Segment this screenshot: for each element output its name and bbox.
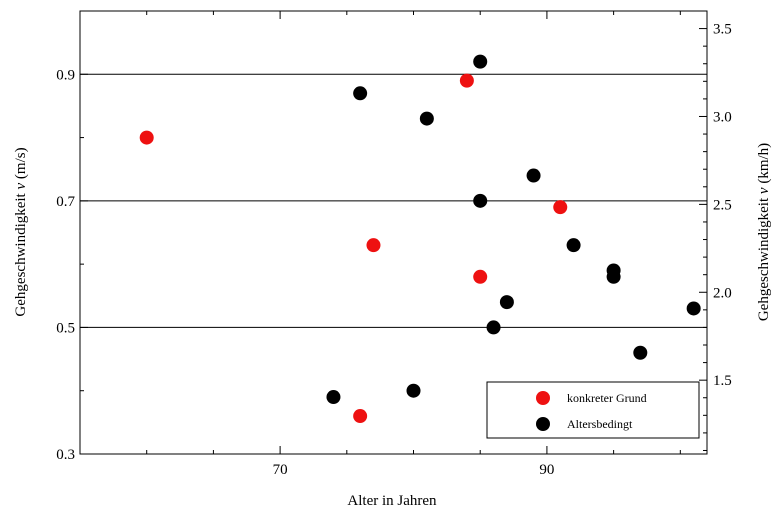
legend-label-konkreter-grund: konkreter Grund xyxy=(567,391,647,405)
data-point-altersbedingt xyxy=(499,295,514,310)
data-point-altersbedingt xyxy=(419,111,434,126)
data-point-altersbedingt xyxy=(473,193,488,208)
plot-frame xyxy=(79,10,708,455)
y2-tick-label: 3.0 xyxy=(713,109,732,125)
data-point-konkreter-grund xyxy=(353,409,368,424)
data-point-altersbedingt xyxy=(566,238,581,253)
data-point-altersbedingt xyxy=(526,168,541,183)
data-point-konkreter-grund xyxy=(366,238,381,253)
y-tick-label: 0.7 xyxy=(56,194,75,210)
data-point-konkreter-grund xyxy=(139,130,154,145)
x-tick-label: 90 xyxy=(539,462,554,478)
y-tick-label: 0.9 xyxy=(56,67,75,83)
y-axis-ticks: 0.3 0.5 0.7 0.9 xyxy=(56,67,88,463)
legend-box xyxy=(486,381,700,439)
data-point-altersbedingt xyxy=(486,320,501,335)
data-point-altersbedingt xyxy=(353,86,368,101)
y-tick-label: 0.3 xyxy=(56,447,75,463)
y-axis-label-unit: (m/s) xyxy=(13,147,29,182)
data-point-altersbedingt xyxy=(606,269,621,284)
y-axis-label-prefix: Gehgeschwindigkeit xyxy=(13,190,29,317)
data-point-altersbedingt xyxy=(326,390,341,405)
y2-axis-ticks: 1.5 2.0 2.5 3.0 3.5 xyxy=(699,22,732,451)
y2-axis-label: Gehgeschwindigkeit v (km/h) xyxy=(756,143,772,321)
data-points xyxy=(139,54,701,424)
grid-lines xyxy=(80,73,707,328)
data-point-altersbedingt xyxy=(473,54,488,69)
y2-tick-label: 3.5 xyxy=(713,22,732,38)
legend: konkreter Grund Altersbedingt xyxy=(486,381,700,439)
data-point-altersbedingt xyxy=(686,301,701,316)
x-axis-ticks: 70 90 xyxy=(146,11,681,478)
y2-tick-label: 2.5 xyxy=(713,197,732,213)
y-axis-label: Gehgeschwindigkeit v (m/s) xyxy=(13,147,29,316)
legend-label-altersbedingt: Altersbedingt xyxy=(567,417,633,431)
y-tick-label: 0.5 xyxy=(56,320,75,336)
data-point-altersbedingt xyxy=(406,383,421,398)
data-point-altersbedingt xyxy=(633,345,648,360)
data-point-konkreter-grund xyxy=(553,200,568,215)
plot-area xyxy=(80,11,707,454)
y2-tick-label: 1.5 xyxy=(713,373,732,389)
y-axis-label-variable: v xyxy=(13,183,29,190)
legend-marker-konkreter-grund xyxy=(536,391,550,405)
y2-axis-label-variable: v xyxy=(756,187,772,194)
y2-axis-label-unit: (km/h) xyxy=(756,143,772,188)
data-point-konkreter-grund xyxy=(459,73,474,88)
y2-tick-label: 2.0 xyxy=(713,285,732,301)
x-tick-label: 70 xyxy=(273,462,288,478)
data-point-konkreter-grund xyxy=(473,269,488,284)
x-axis-label: Alter in Jahren xyxy=(347,493,437,509)
y2-axis-label-prefix: Gehgeschwindigkeit xyxy=(756,194,772,321)
legend-marker-altersbedingt xyxy=(536,417,550,431)
